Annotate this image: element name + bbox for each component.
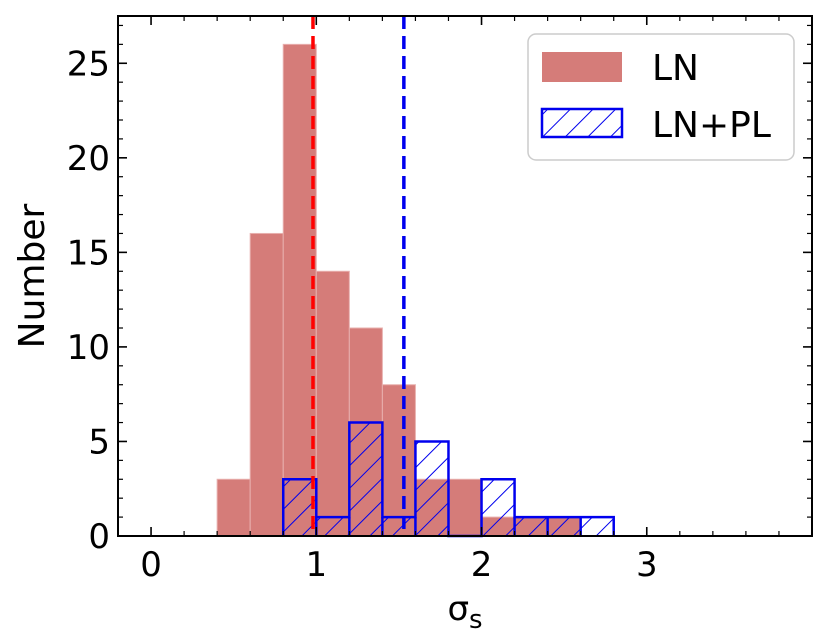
plot-frame xyxy=(117,15,813,537)
ln-pl-bar-fill xyxy=(283,479,317,536)
legend-label-ln-pl: LN+PL xyxy=(652,105,771,146)
x-tick-labels: 0 1 2 3 xyxy=(140,545,657,585)
ln-bar xyxy=(315,270,350,537)
ln-pl-bars xyxy=(281,421,615,538)
x-tick-label: 0 xyxy=(140,545,162,585)
y-tick-label: 15 xyxy=(67,233,110,273)
ln-pl-bar-fill xyxy=(547,517,581,536)
legend: LN LN+PL xyxy=(527,33,795,161)
ln-pl-bar-fill xyxy=(580,517,614,536)
ln-pl-bar-fill xyxy=(481,479,515,536)
x-tick-label: 1 xyxy=(305,545,327,585)
ln-bar xyxy=(216,478,251,537)
ln-bar xyxy=(447,478,483,537)
y-tick-labels: 0 5 10 15 20 25 xyxy=(67,44,110,557)
x-axis-label: σs xyxy=(447,589,482,635)
ln-pl-bar-fill xyxy=(316,517,350,536)
y-tick-label: 5 xyxy=(88,422,110,462)
ln-pl-bar-fill xyxy=(382,517,416,536)
ln-pl-bar-fill xyxy=(415,441,449,536)
ln-bar xyxy=(249,232,284,537)
y-tick-label: 25 xyxy=(67,44,110,84)
ln-bar xyxy=(282,43,317,537)
ln-pl-bar-fill xyxy=(514,517,548,536)
ln-bars xyxy=(216,43,582,537)
x-tick-label: 2 xyxy=(471,545,493,585)
legend-swatch-ln-pl xyxy=(540,107,624,139)
ln-pl-bar-fill xyxy=(349,422,383,536)
y-tick-label: 20 xyxy=(67,139,110,179)
y-tick-label: 10 xyxy=(67,328,110,368)
x-tick-label: 3 xyxy=(636,545,658,585)
legend-swatch-ln xyxy=(542,52,622,82)
axis-ticks xyxy=(117,16,813,537)
y-tick-label: 0 xyxy=(88,517,110,557)
legend-label-ln: LN xyxy=(652,48,699,89)
y-axis-label: Number xyxy=(12,203,53,348)
ln-pl-outline xyxy=(281,421,615,538)
ln-bar xyxy=(381,384,416,537)
mean-lines xyxy=(311,16,406,536)
